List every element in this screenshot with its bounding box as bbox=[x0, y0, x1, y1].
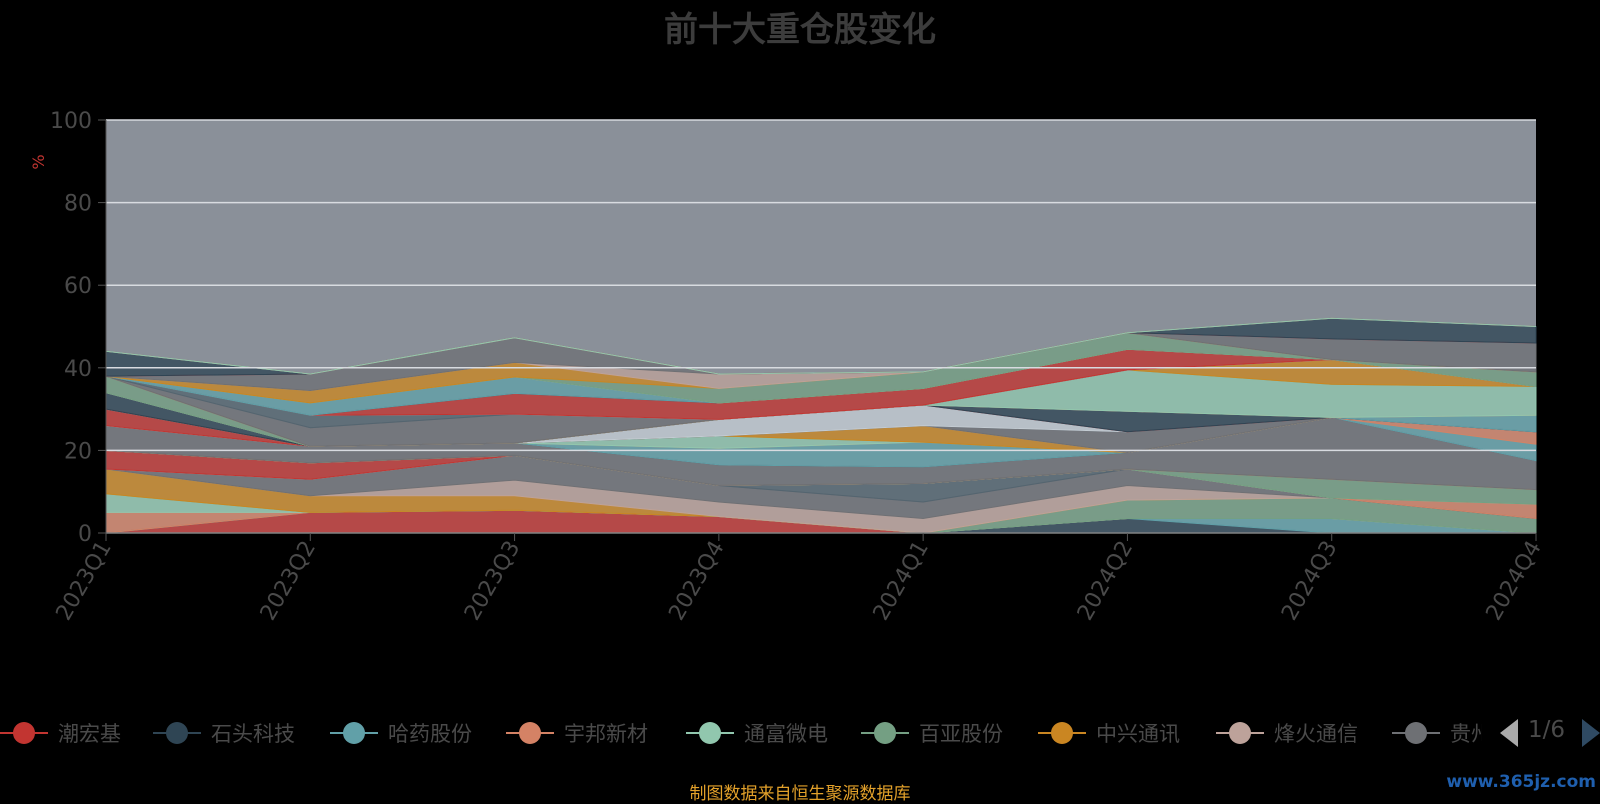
legend-symbol bbox=[861, 721, 909, 745]
legend-item[interactable]: 百亚股份 bbox=[861, 713, 1003, 753]
legend-symbol bbox=[0, 721, 48, 745]
chart-title: 前十大重仓股变化 bbox=[664, 10, 936, 50]
legend-label: 哈药股份 bbox=[388, 722, 472, 746]
area-series-60 bbox=[105, 317, 1537, 375]
legend-label: 中兴通讯 bbox=[1096, 722, 1180, 746]
x-tick-label: 2024Q3 bbox=[1277, 537, 1342, 625]
legend-item[interactable]: 石头科技 bbox=[153, 713, 295, 753]
y-tick-label: 20 bbox=[64, 439, 92, 464]
legend-label: 通富微电 bbox=[744, 722, 828, 746]
y-axis: 0 20 40 60 80 100 bbox=[50, 109, 107, 547]
legend-prev-page-button[interactable] bbox=[1500, 719, 1518, 747]
legend-label: 百亚股份 bbox=[919, 722, 1003, 746]
grid-lines bbox=[106, 119, 1536, 534]
legend-symbol bbox=[330, 721, 378, 745]
source-note: 制图数据来自恒生聚源数据库 bbox=[689, 784, 911, 804]
legend-symbol bbox=[1392, 721, 1440, 745]
legend-label: 石头科技 bbox=[211, 722, 295, 746]
legend-page-indicator: 1/6 bbox=[1528, 717, 1566, 743]
x-tick-label: 2023Q2 bbox=[256, 537, 321, 625]
legend-label: 烽火通信 bbox=[1274, 722, 1358, 746]
legend-symbol bbox=[506, 721, 554, 745]
legend-label: 贵州茅台 bbox=[1450, 722, 1482, 746]
x-axis: 2023Q1 2023Q2 2023Q3 2023Q4 2024Q1 2024Q2 2024… bbox=[52, 532, 1547, 625]
y-axis-label: % bbox=[29, 154, 48, 169]
legend-item[interactable]: 烽火通信 bbox=[1216, 713, 1358, 753]
legend-symbol bbox=[1216, 721, 1264, 745]
y-tick-label: 0 bbox=[78, 522, 92, 547]
legend: 潮宏基 石头科技 哈药股份 宇邦新材 通富微电 百亚股份 中兴通讯 烽火通信 贵州茅台 1/6 bbox=[0, 713, 1600, 753]
legend-item[interactable]: 宇邦新材 bbox=[506, 713, 648, 753]
legend-label: 潮宏基 bbox=[58, 722, 121, 746]
legend-symbol bbox=[686, 721, 734, 745]
y-tick-label: 60 bbox=[64, 274, 92, 299]
y-tick-label: 80 bbox=[64, 192, 92, 217]
area-series bbox=[105, 317, 1537, 534]
legend-item[interactable]: 中兴通讯 bbox=[1038, 713, 1180, 753]
x-tick-label: 2023Q3 bbox=[460, 537, 525, 625]
legend-item[interactable]: 潮宏基 bbox=[0, 713, 121, 753]
x-tick-label: 2023Q1 bbox=[52, 537, 117, 625]
legend-next-page-button[interactable] bbox=[1582, 719, 1600, 747]
legend-item[interactable]: 通富微电 bbox=[686, 713, 828, 753]
y-tick-label: 100 bbox=[50, 109, 92, 134]
legend-item[interactable]: 贵州茅台 bbox=[1392, 713, 1482, 753]
legend-pager: 1/6 bbox=[1500, 713, 1600, 753]
watermark: www.365jz.com bbox=[1446, 772, 1596, 792]
x-tick-label: 2024Q2 bbox=[1073, 537, 1138, 625]
x-tick-label: 2023Q4 bbox=[664, 537, 729, 625]
legend-items: 潮宏基 石头科技 哈药股份 宇邦新材 通富微电 百亚股份 中兴通讯 烽火通信 贵州茅台 bbox=[0, 713, 1482, 753]
y-tick-label: 40 bbox=[64, 357, 92, 382]
x-tick-label: 2024Q1 bbox=[869, 537, 934, 625]
x-tick-label: 2024Q4 bbox=[1482, 537, 1547, 625]
legend-item[interactable]: 哈药股份 bbox=[330, 713, 472, 753]
legend-label: 宇邦新材 bbox=[564, 722, 648, 746]
legend-symbol bbox=[1038, 721, 1086, 745]
legend-symbol bbox=[153, 721, 201, 745]
